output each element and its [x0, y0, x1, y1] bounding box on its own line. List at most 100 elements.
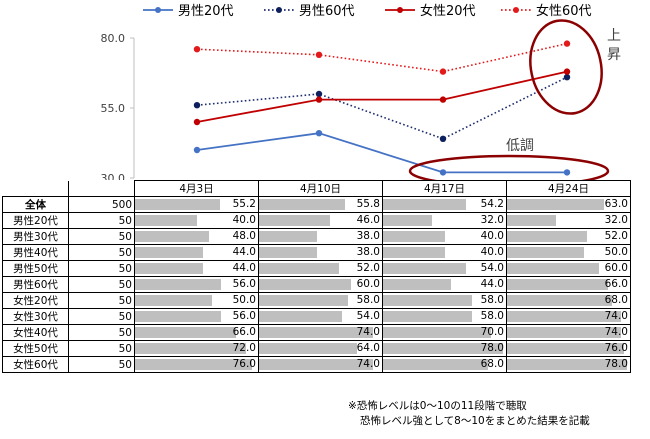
- data-point: [439, 135, 447, 142]
- table-cell: 55.8: [258, 196, 383, 213]
- y-tick-label: 30.0: [101, 172, 126, 180]
- highlight-circle: [408, 154, 610, 180]
- series-line: [196, 76, 568, 140]
- y-tick-label: 80.0: [101, 32, 126, 45]
- data-label: 78.0: [480, 342, 504, 354]
- row-group-label: 女性50代: [2, 340, 69, 357]
- table-cell: 56.0: [134, 276, 259, 293]
- table-cell: 52.0: [258, 260, 383, 277]
- row-sample-size: 50: [68, 308, 135, 325]
- plot-area: [193, 40, 571, 176]
- table-cell: 54.2: [382, 196, 507, 213]
- data-bar: [135, 279, 222, 290]
- table-cell: 76.0: [506, 340, 631, 357]
- table-row: 女性40代 50 66.0 74.0 70.0 74.0: [2, 324, 631, 341]
- column-header: 4月10日: [258, 180, 383, 197]
- data-bar: [507, 295, 612, 306]
- row-sample-size: 50: [68, 356, 135, 373]
- table-cell: 32.0: [506, 212, 631, 229]
- row-sample-size: 50: [68, 244, 135, 261]
- row-group-label: 女性40代: [2, 324, 69, 341]
- table-cell: 68.0: [382, 356, 507, 373]
- data-point: [193, 146, 201, 154]
- data-label: 74.0: [356, 358, 380, 370]
- data-bar: [507, 279, 609, 290]
- table-row: 男性60代 50 56.0 60.0 44.0 66.0: [2, 276, 631, 293]
- data-bar: [259, 311, 343, 322]
- data-label: 46.0: [356, 214, 380, 226]
- legend-marker: [513, 7, 519, 13]
- data-bar: [259, 263, 339, 274]
- legend-marker: [397, 7, 403, 13]
- data-bar: [383, 263, 467, 274]
- table-row: 男性40代 50 44.0 38.0 40.0 50.0: [2, 244, 631, 261]
- data-label: 74.0: [604, 310, 628, 322]
- table-cell: 78.0: [506, 356, 631, 373]
- data-label: 54.0: [480, 262, 504, 274]
- data-label: 38.0: [356, 246, 380, 258]
- table-row: 全体 500 55.2 55.8 54.2 63.0: [2, 196, 631, 213]
- column-header: 4月24日: [506, 180, 631, 197]
- row-group-label: 男性30代: [2, 228, 69, 245]
- data-bar: [507, 263, 600, 274]
- series-line: [196, 42, 568, 73]
- data-point: [439, 169, 447, 176]
- table-cell: 63.0: [506, 196, 631, 213]
- data-bar: [259, 327, 373, 338]
- data-label: 44.0: [480, 278, 504, 290]
- table-cell: 46.0: [258, 212, 383, 229]
- data-point: [193, 102, 201, 109]
- data-point: [563, 68, 571, 75]
- table-row: 女性60代 50 76.0 74.0 68.0 78.0: [2, 356, 631, 373]
- data-bar: [135, 215, 197, 226]
- data-point: [563, 169, 571, 176]
- y-tick-label: 55.0: [101, 102, 126, 115]
- table-cell: 74.0: [506, 324, 631, 341]
- data-bar: [507, 343, 624, 354]
- data-bar: [259, 295, 349, 306]
- row-group-label: 男性40代: [2, 244, 69, 261]
- table-cell: 32.0: [382, 212, 507, 229]
- table-cell: 40.0: [382, 244, 507, 261]
- data-bar: [383, 295, 473, 306]
- data-point: [439, 68, 447, 75]
- data-label: 44.0: [232, 246, 256, 258]
- row-sample-size: 50: [68, 228, 135, 245]
- data-bar: [259, 247, 318, 258]
- data-bar: [507, 311, 621, 322]
- data-point: [563, 74, 571, 81]
- data-point: [193, 118, 201, 126]
- table-cell: 40.0: [134, 212, 259, 229]
- data-bar: [135, 311, 222, 322]
- table-cell: 38.0: [258, 228, 383, 245]
- data-label: 63.0: [604, 198, 628, 210]
- y-axis: 30.0 55.0 80.0: [101, 32, 135, 180]
- row-group-label: 男性50代: [2, 260, 69, 277]
- data-point: [193, 46, 201, 53]
- table-cell: 72.0: [134, 340, 259, 357]
- data-label: 40.0: [232, 214, 256, 226]
- footnote-line-1: ※恐怖レベルは0～10の11段階で聴取: [348, 400, 527, 412]
- footnote-line-2: 恐怖レベル強として8～10をまとめた結果を記載: [360, 415, 590, 427]
- data-bar: [383, 215, 433, 226]
- table-cell: 48.0: [134, 228, 259, 245]
- table-row: 女性20代 50 50.0 58.0 58.0 68.0: [2, 292, 631, 309]
- data-label: 50.0: [232, 294, 256, 306]
- table-row: 男性30代 50 48.0 38.0 40.0 52.0: [2, 228, 631, 245]
- data-bar: [135, 247, 203, 258]
- row-group-label: 男性20代: [2, 212, 69, 229]
- table-cell: 70.0: [382, 324, 507, 341]
- table-cell: 54.0: [382, 260, 507, 277]
- data-label: 70.0: [480, 326, 504, 338]
- data-label: 72.0: [232, 342, 256, 354]
- data-bar: [259, 215, 330, 226]
- table-cell: 74.0: [506, 308, 631, 325]
- data-label: 60.0: [356, 278, 380, 290]
- data-point: [315, 96, 323, 103]
- table-cell: 58.0: [258, 292, 383, 309]
- legend-label: 男性20代: [178, 4, 234, 19]
- data-label: 74.0: [356, 326, 380, 338]
- legend-marker: [276, 7, 282, 13]
- legend-label: 女性20代: [420, 3, 476, 19]
- data-bar: [135, 359, 252, 370]
